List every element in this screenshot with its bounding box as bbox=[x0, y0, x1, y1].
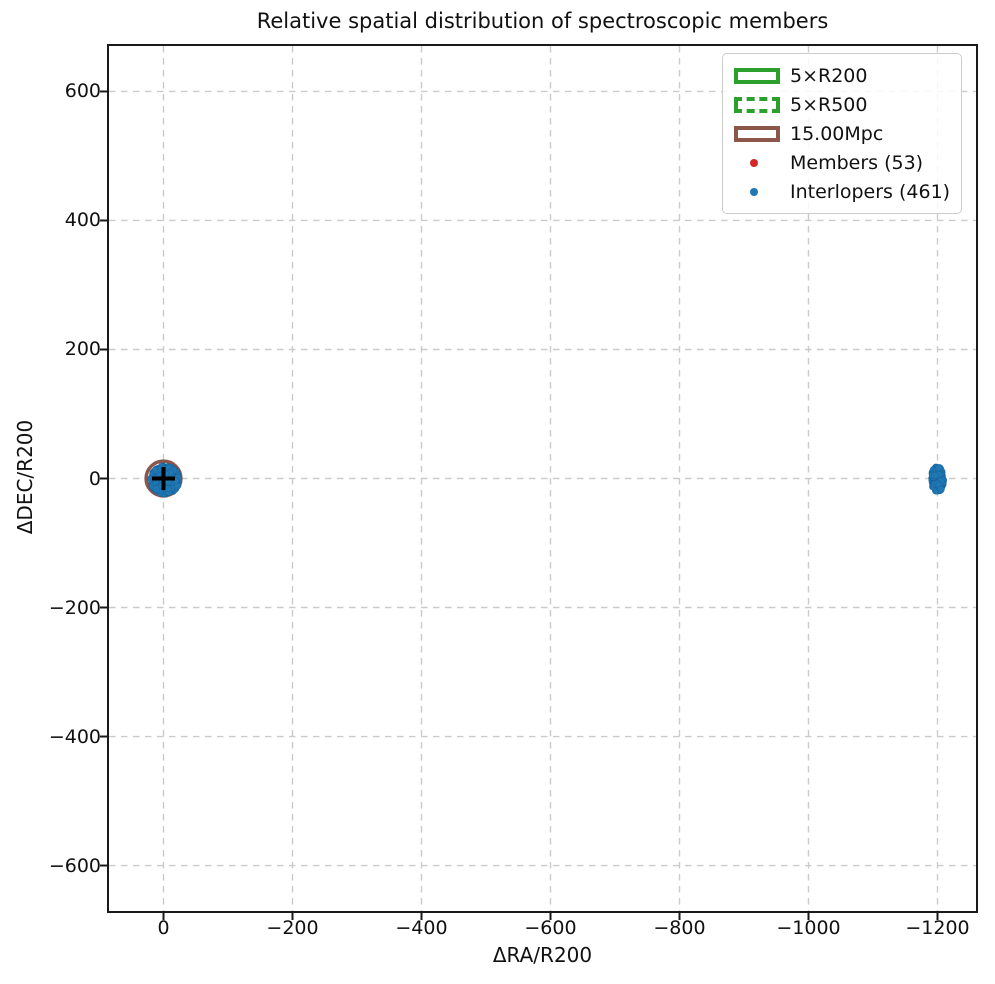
members-dot-swatch bbox=[750, 158, 758, 167]
y-tick-label: 400 bbox=[64, 209, 101, 232]
legend: 5×R200 5×R500 15.00Mpc Members (53) Inte… bbox=[722, 53, 962, 214]
legend-swatch-cell bbox=[732, 158, 790, 167]
legend-item-5xr500: 5×R500 bbox=[732, 90, 952, 119]
legend-item-label: Interlopers (461) bbox=[790, 180, 951, 203]
x-tick-label: −400 bbox=[395, 917, 448, 939]
x-tick-label: 0 bbox=[157, 917, 170, 939]
interlopers-dot-swatch bbox=[750, 187, 758, 196]
legend-item-label: 5×R500 bbox=[790, 93, 868, 116]
y-tick-label: −600 bbox=[48, 854, 101, 877]
plot-title: Relative spatial distribution of spectro… bbox=[256, 9, 829, 33]
x-tick-label: −1000 bbox=[776, 917, 841, 939]
legend-swatch-cell bbox=[732, 125, 790, 142]
y-tick-label: 600 bbox=[64, 80, 101, 103]
legend-item-members: Members (53) bbox=[732, 148, 952, 177]
mpc-circle-swatch bbox=[734, 125, 780, 142]
legend-swatch-cell bbox=[732, 187, 790, 196]
legend-item-label: 15.00Mpc bbox=[790, 122, 884, 145]
y-tick-label: −200 bbox=[48, 596, 101, 619]
y-tick-label: −400 bbox=[48, 725, 101, 748]
x-tick-label: −800 bbox=[653, 917, 706, 939]
r500-circle-swatch bbox=[734, 96, 780, 113]
x-tick-label: −600 bbox=[524, 917, 577, 939]
legend-item-label: 5×R200 bbox=[790, 64, 868, 87]
y-tick-label: 200 bbox=[64, 338, 101, 361]
r200-circle-swatch bbox=[734, 67, 780, 84]
legend-swatch-cell bbox=[732, 96, 790, 113]
legend-item-5xr200: 5×R200 bbox=[732, 61, 952, 90]
legend-item-15mpc: 15.00Mpc bbox=[732, 119, 952, 148]
x-tick-label: −1200 bbox=[905, 917, 970, 939]
y-tick-label: 0 bbox=[88, 467, 101, 490]
scatter-canvas bbox=[100, 46, 976, 920]
legend-item-label: Members (53) bbox=[790, 151, 924, 174]
x-tick-label: −200 bbox=[266, 917, 319, 939]
legend-swatch-cell bbox=[732, 67, 790, 84]
legend-item-interlopers: Interlopers (461) bbox=[732, 177, 952, 206]
x-axis-label: ΔRA/R200 bbox=[492, 943, 593, 967]
